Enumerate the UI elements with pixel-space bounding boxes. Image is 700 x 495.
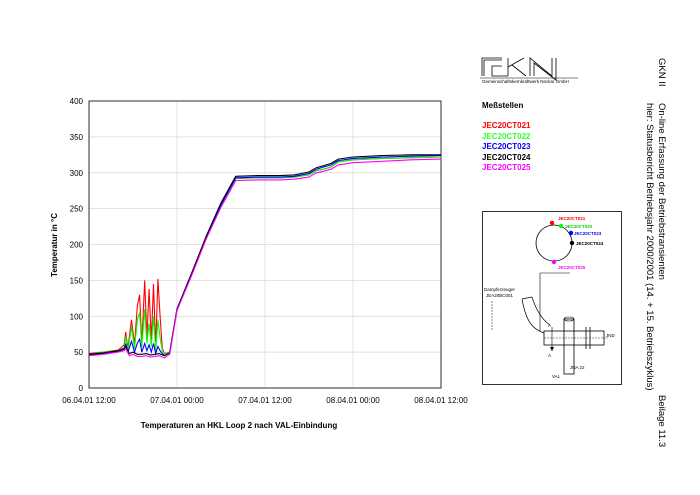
y-tick-label: 100 — [70, 312, 84, 321]
diagram-label-damper-id: JEA20BC001 — [486, 293, 514, 298]
gkn-logo — [480, 54, 580, 88]
gkn-logo-graphic — [480, 57, 578, 81]
legend-title: Meßstellen — [482, 101, 524, 110]
y-tick-label: 50 — [74, 348, 83, 357]
y-tick-label: 200 — [70, 241, 84, 250]
x-tick-labels: 06.04.01 12:00 07.04.01 00:00 07.04.01 12:… — [62, 396, 468, 405]
pipe-diagram: JEC20CT021 JEC20CT022 JEC20CT023 JEC20CT… — [482, 211, 622, 385]
legend-item-jec20ct025: JEC20CT025 — [482, 163, 531, 172]
pipe-diagram-graphic: JEC20CT021 JEC20CT022 JEC20CT023 JEC20CT… — [482, 211, 622, 385]
x-tick-label: 08.04.01 00:00 — [326, 396, 380, 405]
diagram-label-ct025: JEC20CT025 — [558, 265, 586, 270]
diagram-label-a-bottom: A — [548, 353, 551, 358]
y-tick-label: 300 — [70, 169, 84, 178]
legend-item-jec20ct021: JEC20CT021 — [482, 121, 531, 130]
y-tick-label: 250 — [70, 205, 84, 214]
x-tick-label: 07.04.01 12:00 — [238, 396, 292, 405]
legend-item-jec20ct022: JEC20CT022 — [482, 131, 531, 141]
diagram-label-ct022: JEC20CT022 — [565, 224, 593, 229]
diagram-label-ct023: JEC20CT023 — [574, 231, 602, 236]
series-line-jec20ct025 — [88, 158, 442, 359]
series-line-jec20ct022 — [88, 156, 442, 355]
x-tick-label: 07.04.01 00:00 — [150, 396, 204, 405]
chart-legend: JEC20CT021 JEC20CT022 JEC20CT023 JEC20CT024… — [482, 121, 530, 174]
logo-subtitle: Gemeinschaftskernkraftwerk Neckar GmbH — [482, 79, 569, 84]
chart-title: Temperaturen an HKL Loop 2 nach VAL-Einb… — [141, 421, 338, 430]
diagram-label-ct021: JEC20CT021 — [558, 216, 586, 221]
legend-item-jec20ct024: JEC20CT024 — [482, 152, 531, 162]
diagram-label-a-top: A — [548, 323, 551, 328]
series-line-jec20ct023 — [88, 154, 442, 357]
plot-frame — [88, 100, 442, 389]
diagram-label-ct024: JEC20CT024 — [576, 241, 604, 246]
legend-item-jec20ct023: JEC20CT023 — [482, 142, 531, 151]
diagram-label-val: VAL — [552, 374, 561, 379]
x-tick-label: 06.04.01 12:00 — [62, 396, 116, 405]
x-tick-label: 08.04.01 12:00 — [414, 396, 468, 405]
y-axis-label: Temperatur in °C — [50, 213, 59, 277]
chart-series — [88, 154, 442, 359]
diagram-label-damper: Dampferzeuger — [484, 287, 516, 292]
y-tick-label: 0 — [79, 384, 84, 393]
y-tick-label: 150 — [70, 276, 84, 285]
y-tick-labels: 0 50 100 150 200 250 300 350 400 — [70, 97, 84, 393]
y-tick-label: 400 — [70, 97, 84, 106]
y-tick-label: 350 — [70, 133, 84, 142]
diagram-label-jna: JNA 22 — [570, 365, 585, 370]
diagram-label-jnd: JND — [606, 333, 615, 338]
